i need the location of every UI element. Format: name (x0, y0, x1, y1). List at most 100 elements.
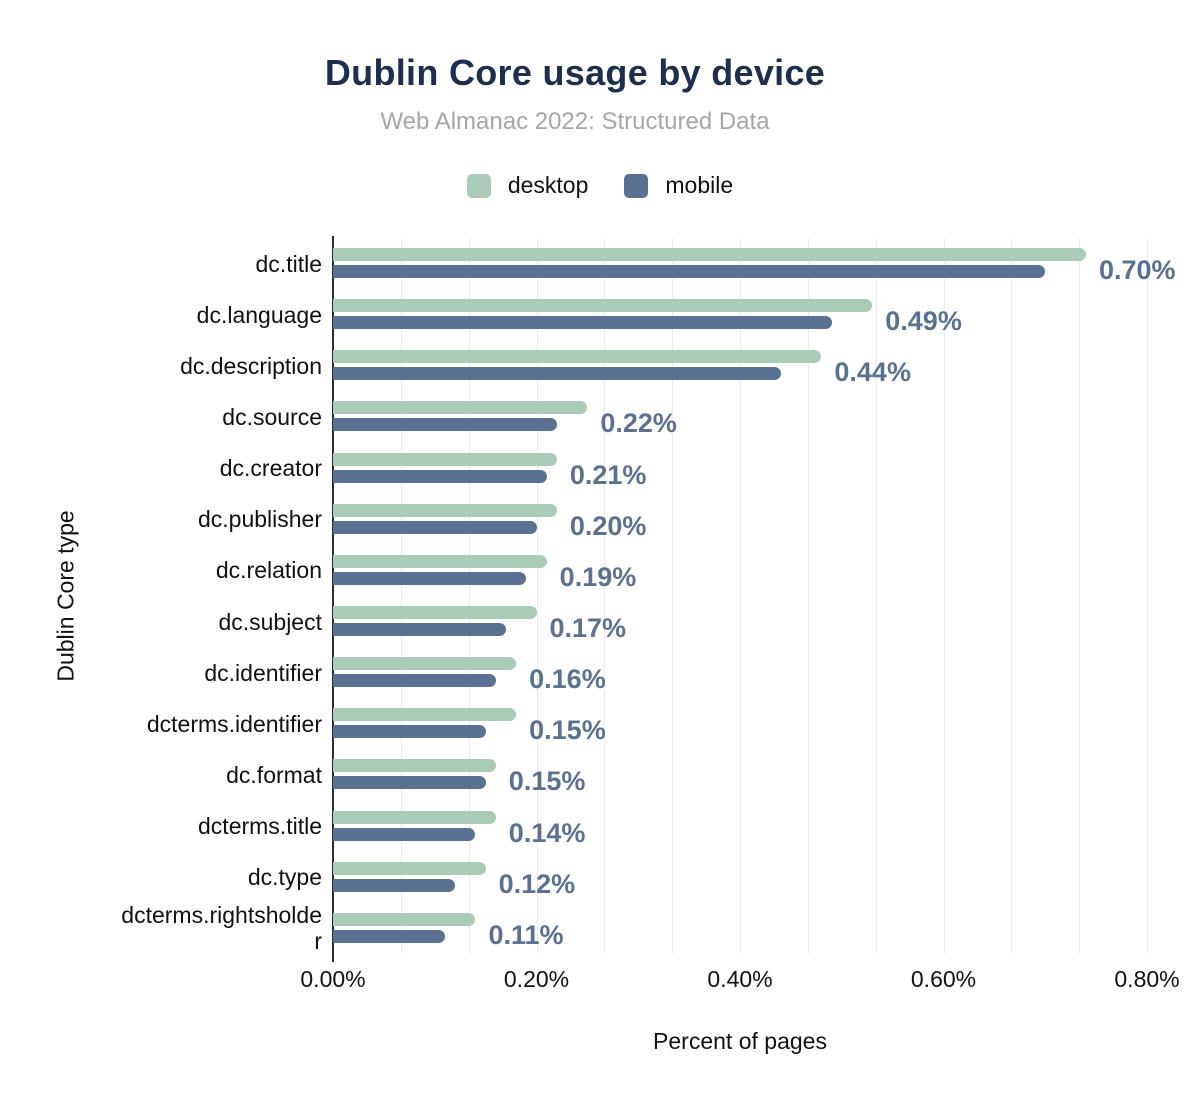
category-label: dc.identifier (204, 659, 322, 686)
category-label: dc.relation (215, 557, 322, 584)
category-label: dc.type (247, 864, 322, 891)
bar-mobile-dcterms.identifier[interactable] (333, 725, 486, 739)
chart-row-dc.source: 0.22% (333, 391, 1147, 442)
bar-value-label: 0.15% (529, 715, 606, 746)
bar-desktop-dc.title[interactable] (333, 248, 1086, 261)
chart-row-dc.creator: 0.21% (333, 443, 1147, 494)
y-axis-line (332, 236, 334, 962)
bar-mobile-dc.description[interactable] (333, 367, 781, 381)
category-labels: dc.title dc.language dc.description dc.sour… (100, 238, 322, 955)
chart-row-dcterms.identifier: 0.15% (333, 698, 1147, 749)
bar-mobile-dc.identifier[interactable] (333, 674, 496, 688)
bar-desktop-dc.identifier[interactable] (333, 657, 517, 671)
chart-row-dc.type: 0.12% (333, 852, 1147, 903)
x-tick-label: 0.40% (707, 966, 773, 992)
bar-value-label: 0.12% (498, 868, 576, 899)
bar-value-label: 0.19% (559, 561, 637, 592)
gridline (400, 238, 402, 954)
bar-value-label: 0.15% (508, 766, 586, 797)
legend-item-mobile: mobile (624, 172, 733, 199)
plot-area: 0.70% 0.49% 0.44% 0.22% 0.21% 0.20% 0.19% 0.17%… (333, 238, 1176, 954)
bar-mobile-dcterms.title[interactable] (333, 827, 476, 841)
gridline (740, 238, 741, 954)
category-label: dc.publisher (197, 506, 322, 533)
bar-value-label: 0.70% (1098, 255, 1176, 285)
gridline (1147, 238, 1148, 954)
x-tick-label: 0.80% (1114, 966, 1180, 992)
gridline (536, 238, 538, 954)
category-label: dc.description (180, 352, 322, 379)
chart-row-dc.identifier: 0.16% (333, 647, 1147, 698)
bar-mobile-dc.creator[interactable] (333, 469, 547, 483)
legend-item-desktop: desktop (466, 172, 589, 199)
gridline (672, 238, 674, 954)
bar-mobile-dcterms.rightsholder[interactable] (333, 929, 445, 943)
bar-desktop-dc.publisher[interactable] (333, 503, 557, 517)
bar-desktop-dc.language[interactable] (333, 299, 873, 313)
desktop-swatch-icon (466, 173, 491, 198)
bar-value-label: 0.49% (885, 306, 962, 337)
bar-value-label: 0.20% (569, 510, 647, 541)
x-axis-title: Percent of pages (653, 1028, 827, 1054)
category-label: dcterms.identifier (146, 710, 322, 737)
bar-mobile-dc.type[interactable] (333, 878, 456, 892)
bar-desktop-dc.format[interactable] (333, 759, 496, 773)
category-label: dc.subject (218, 608, 322, 635)
bar-desktop-dc.creator[interactable] (333, 452, 557, 466)
gridline (807, 238, 809, 954)
bar-desktop-dcterms.title[interactable] (333, 810, 496, 824)
bar-desktop-dc.subject[interactable] (333, 606, 537, 619)
gridline (468, 238, 470, 954)
mobile-swatch-icon (624, 173, 649, 198)
legend: desktop mobile (0, 172, 1200, 199)
gridline (875, 238, 877, 954)
bar-value-label: 0.17% (549, 613, 627, 643)
chart-row-dcterms.rightsholder: 0.11% (333, 903, 1147, 954)
chart-row-dc.title: 0.70% (333, 238, 1176, 289)
gridline (943, 238, 945, 954)
bar-mobile-dc.source[interactable] (333, 418, 557, 432)
bar-mobile-dc.title[interactable] (333, 265, 1046, 278)
category-label: dcterms.title (198, 813, 322, 840)
bar-desktop-dcterms.rightsholder[interactable] (333, 912, 476, 926)
x-axis-ticks: 0.00% 0.20% 0.40% 0.60% 0.80% (0, 966, 1200, 996)
bar-desktop-dcterms.identifier[interactable] (333, 708, 517, 722)
bar-desktop-dc.source[interactable] (333, 401, 588, 415)
bar-desktop-dc.type[interactable] (333, 861, 486, 875)
category-label: dc.title (255, 250, 322, 277)
bar-desktop-dc.relation[interactable] (333, 554, 547, 568)
gridline (1011, 238, 1013, 954)
chart-row-dc.language: 0.49% (333, 289, 1147, 340)
bar-mobile-dc.subject[interactable] (333, 623, 506, 636)
gridline (604, 238, 606, 954)
category-label: dc.source (222, 403, 322, 430)
legend-label-mobile: mobile (665, 172, 734, 198)
x-tick-label: 0.60% (910, 966, 977, 992)
bar-mobile-dc.language[interactable] (333, 316, 832, 330)
bar-mobile-dc.publisher[interactable] (333, 520, 537, 534)
bar-value-label: 0.21% (569, 459, 647, 490)
legend-label-desktop: desktop (507, 172, 589, 198)
category-label: dcterms.rightsholder (121, 902, 322, 955)
bar-mobile-dc.relation[interactable] (333, 571, 527, 585)
category-label: dc.format (226, 761, 322, 788)
bar-value-label: 0.14% (508, 817, 586, 848)
chart-row-dc.format: 0.15% (333, 749, 1147, 800)
x-tick-label: 0.20% (503, 966, 570, 992)
chart-row-dc.subject: 0.17% (333, 596, 1147, 647)
bar-value-label: 0.22% (600, 408, 677, 439)
y-axis-title: Dublin Core type (52, 510, 79, 682)
bar-mobile-dc.format[interactable] (333, 776, 486, 790)
x-tick-label: 0.00% (300, 966, 366, 992)
chart-title: Dublin Core usage by device (324, 52, 826, 93)
category-label: dc.language (196, 301, 322, 328)
bar-value-label: 0.16% (529, 664, 606, 695)
chart-row-dc.publisher: 0.20% (333, 494, 1147, 545)
chart-row-dc.description: 0.44% (333, 340, 1147, 391)
chart-row-dc.relation: 0.19% (333, 545, 1147, 596)
category-label: dc.creator (219, 455, 322, 482)
bar-desktop-dc.description[interactable] (333, 350, 822, 364)
bar-value-label: 0.44% (834, 357, 911, 388)
bar-value-label: 0.11% (488, 919, 564, 950)
